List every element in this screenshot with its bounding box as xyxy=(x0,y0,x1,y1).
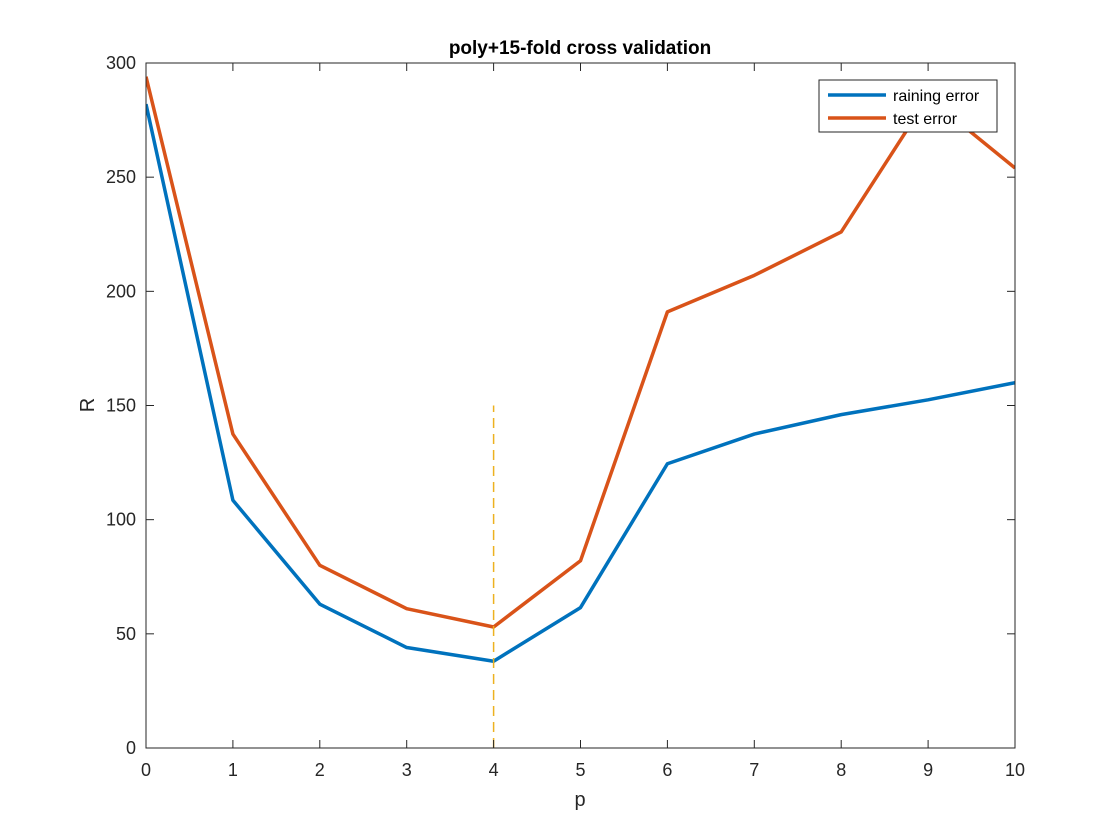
x-tick-label: 10 xyxy=(1005,760,1025,780)
legend: raining error test error xyxy=(818,79,998,133)
x-tick-label: 0 xyxy=(141,760,151,780)
y-axis-label: R xyxy=(77,398,99,412)
y-tick-label: 250 xyxy=(106,167,136,187)
x-tick-label: 6 xyxy=(662,760,672,780)
y-tick-label: 300 xyxy=(106,53,136,73)
legend-label-1: test error xyxy=(893,111,958,128)
x-tick-label: 8 xyxy=(836,760,846,780)
x-tick-label: 1 xyxy=(228,760,238,780)
y-tick-label: 0 xyxy=(126,738,136,758)
y-tick-label: 50 xyxy=(116,624,136,644)
x-tick-label: 7 xyxy=(749,760,759,780)
legend-box xyxy=(818,79,998,133)
x-tick-label: 3 xyxy=(402,760,412,780)
x-tick-label: 2 xyxy=(315,760,325,780)
x-tick-label: 4 xyxy=(489,760,499,780)
plot-area xyxy=(146,63,1015,748)
chart-title: poly+15-fold cross validation xyxy=(449,38,711,59)
x-tick-label: 5 xyxy=(575,760,585,780)
series-layer xyxy=(146,76,1015,663)
y-tick-label: 200 xyxy=(106,281,136,301)
y-tick-label: 150 xyxy=(106,396,136,416)
x-tick-label: 9 xyxy=(923,760,933,780)
y-tick-label: 100 xyxy=(106,510,136,530)
x-axis-label: p xyxy=(574,789,585,811)
series-line-1 xyxy=(146,76,1015,629)
legend-label-0: raining error xyxy=(893,88,980,105)
series-line-0 xyxy=(146,103,1015,663)
